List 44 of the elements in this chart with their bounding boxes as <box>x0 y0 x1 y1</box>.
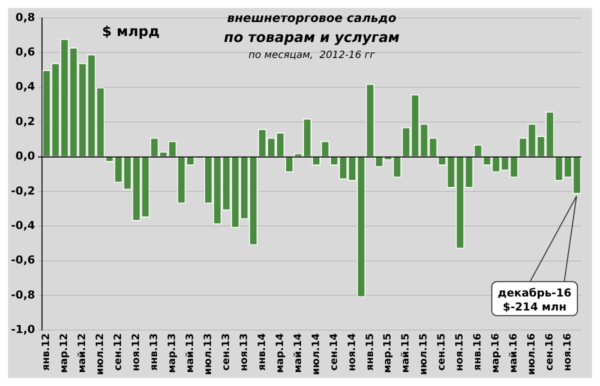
x-tick-label: июл.14 <box>310 333 322 376</box>
annotation: декабрь-16 $-214 млн <box>498 286 572 314</box>
x-tick-label: ноя.13 <box>238 333 250 372</box>
x-tick-label: июл.15 <box>418 333 430 376</box>
x-tick-label: мар.16 <box>490 333 502 374</box>
x-tick-label: мар.13 <box>166 333 178 374</box>
x-tick-label: ноя.14 <box>346 333 358 372</box>
x-tick-label: май.16 <box>508 333 520 373</box>
y-tick-label: 0,6 <box>16 46 36 59</box>
y-tick-label: 0,4 <box>16 80 36 94</box>
y-axis-title: $ млрд <box>102 24 160 40</box>
x-tick-label: ноя.12 <box>131 333 142 372</box>
x-tick-label: июл.12 <box>95 333 106 376</box>
x-tick-label: июл.13 <box>202 333 214 376</box>
y-tick-label: 0,0 <box>16 150 36 163</box>
y-tick-label: 0,2 <box>16 114 36 128</box>
y-tick-label: -0,8 <box>10 288 36 302</box>
x-tick-label: сен.16 <box>544 333 556 371</box>
x-tick-label: сен.13 <box>220 333 232 371</box>
x-tick-label: май.12 <box>77 333 88 373</box>
y-tick-label: -0,4 <box>10 219 36 232</box>
x-tick-label: янв.13 <box>149 333 160 371</box>
y-tick-label: 0,8 <box>16 10 36 24</box>
x-tick-label: янв.16 <box>472 333 484 371</box>
x-tick-label: мар.12 <box>59 333 70 374</box>
x-tick-label: ноя.16 <box>562 333 574 372</box>
x-tick-label: мар.14 <box>274 333 286 374</box>
x-tick-label: сен.12 <box>113 333 124 371</box>
x-tick-label: июл.16 <box>526 333 538 376</box>
x-tick-label: сен.14 <box>328 333 340 371</box>
chart-title: внешнеторговое сальдо по товарам и услугам <box>224 11 400 46</box>
x-tick-label: май.15 <box>400 333 412 373</box>
x-tick-label: май.13 <box>184 333 196 373</box>
y-tick-label: -0,2 <box>10 184 36 198</box>
x-tick-label: ноя.15 <box>454 333 466 372</box>
y-tick-label: -0,6 <box>10 254 36 267</box>
x-tick-label: мар.15 <box>382 333 394 374</box>
x-tick-label: янв.12 <box>41 333 52 371</box>
x-tick-label: сен.15 <box>436 333 448 371</box>
x-tick-label: май.14 <box>292 333 304 373</box>
x-tick-label: янв.15 <box>364 333 376 371</box>
y-tick-label: -1,0 <box>10 323 36 336</box>
x-tick-label: янв.14 <box>256 333 268 371</box>
text: по месяцам, 2012-16 гг <box>248 50 376 61</box>
